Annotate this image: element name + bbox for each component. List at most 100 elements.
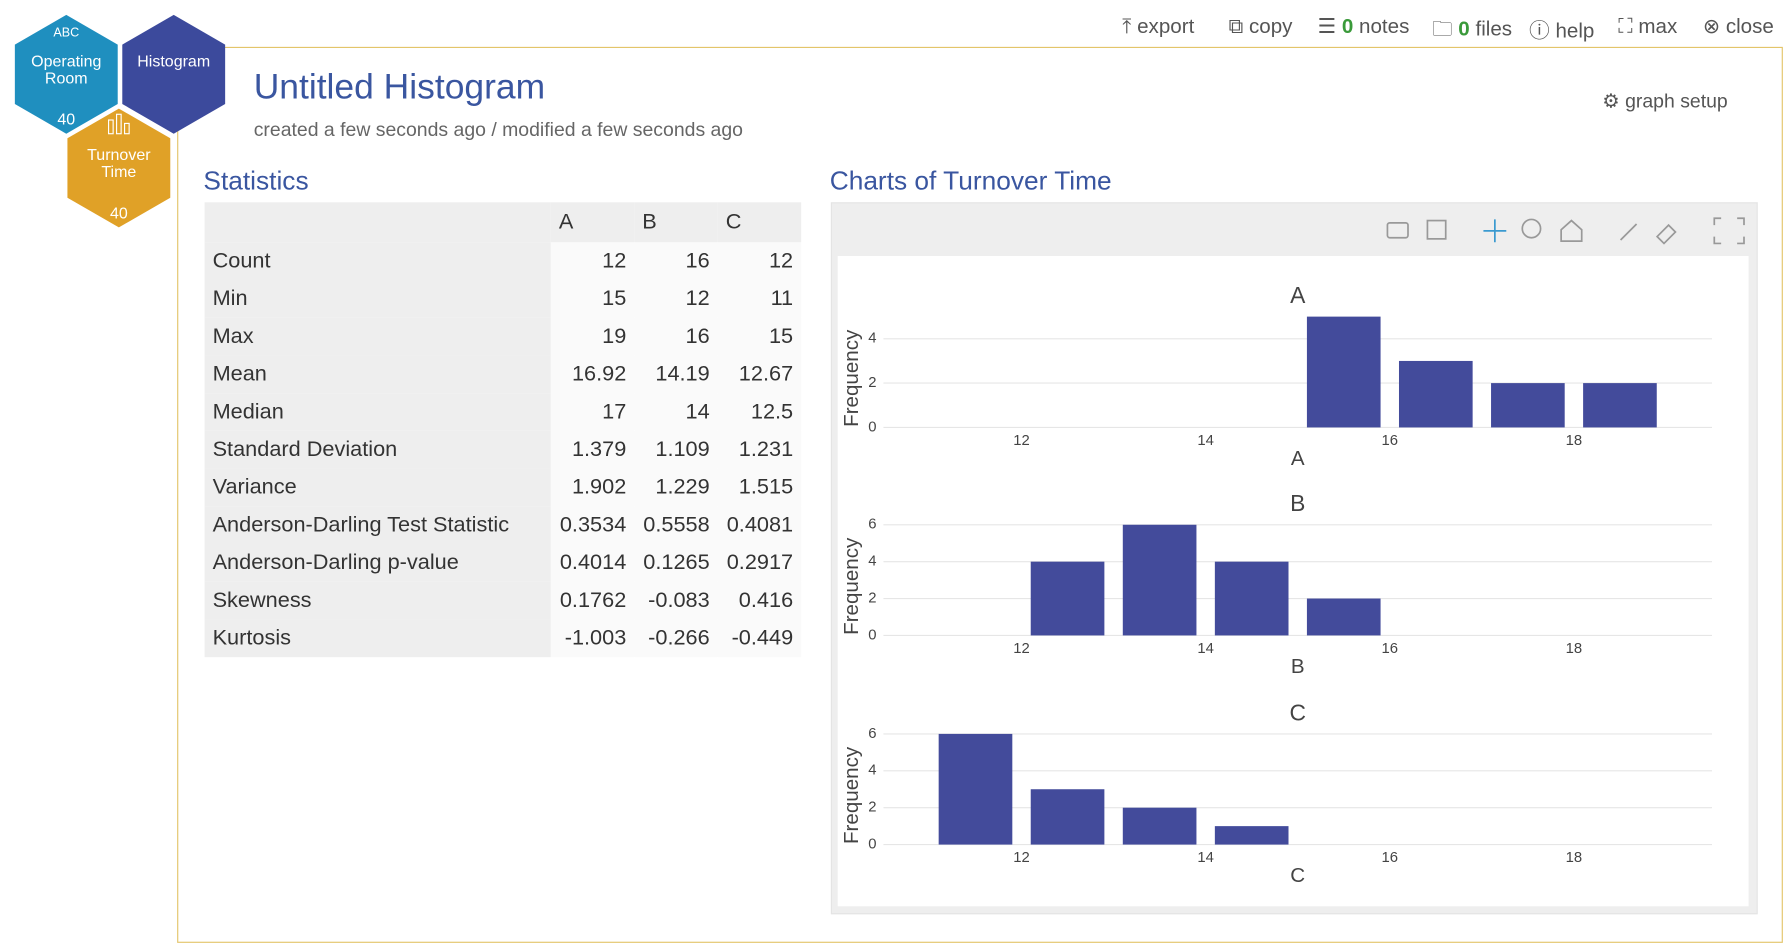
statistics-table: A B C Count 12 16 12 Min 15 12 11 Max 19 16 15 Mean 16.9… — [204, 202, 802, 658]
x-tick-label: 14 — [1197, 433, 1214, 449]
histogram-bar — [1398, 360, 1473, 428]
x-tick-label: 18 — [1566, 641, 1583, 657]
files-count: 0 — [1458, 17, 1470, 40]
y-tick-label: 0 — [868, 836, 876, 852]
cell-value: -0.083 — [634, 581, 718, 620]
zoom-icon[interactable] — [1521, 218, 1542, 239]
histogram-bar — [1306, 316, 1381, 428]
x-axis-label: A — [1291, 447, 1305, 470]
cell-value: 0.5558 — [634, 506, 718, 544]
cell-value: 12.5 — [717, 393, 802, 431]
subplot-title: C — [1289, 699, 1306, 725]
draw-icon[interactable] — [1619, 223, 1638, 241]
cell-value: 0.1762 — [550, 581, 635, 620]
export-button[interactable]: ⤒ export — [1122, 14, 1195, 38]
histogram-bar — [1491, 383, 1565, 428]
x-tick-label: 12 — [1013, 850, 1030, 866]
table-row: Mean 16.92 14.19 12.67 — [204, 355, 802, 394]
cell-value: 1.379 — [550, 430, 635, 469]
max-label: max — [1638, 14, 1678, 38]
graph-setup[interactable]: ⚙ graph setup — [1602, 90, 1728, 112]
erase-icon[interactable] — [1655, 223, 1677, 245]
cell-value: 0.4014 — [550, 543, 635, 582]
row-label: Variance — [204, 468, 551, 507]
y-tick-label: 2 — [868, 375, 876, 391]
cell-value: 1.515 — [717, 468, 802, 507]
column-header: B — [634, 202, 718, 243]
histogram-bar — [1306, 598, 1381, 636]
cell-value: -0.449 — [717, 619, 802, 658]
main-panel — [177, 46, 1783, 943]
table-row: Min 15 12 11 — [204, 279, 802, 318]
help-label: help — [1555, 19, 1595, 43]
hex-histogram[interactable] — [122, 14, 226, 134]
modebar — [1386, 217, 1745, 245]
files-button[interactable]: 🗀 0 files — [1431, 17, 1513, 40]
chart-icon — [123, 122, 130, 135]
y-tick-label: 0 — [868, 419, 876, 435]
row-label: Kurtosis — [204, 619, 551, 658]
section-title: Charts of Turnover Time — [829, 165, 1112, 196]
hex-turnover-time[interactable] — [67, 108, 171, 228]
x-axis-label: C — [1290, 864, 1305, 887]
cell-value: 14.19 — [634, 355, 718, 394]
subplot-title: B — [1290, 490, 1305, 516]
x-tick-label: 12 — [1013, 433, 1030, 449]
table-row: Anderson-Darling Test Statistic 0.3534 0.5… — [204, 506, 802, 544]
files-label: files — [1475, 17, 1513, 40]
row-label: Anderson-Darling Test Statistic — [204, 506, 551, 544]
table-row: Skewness 0.1762 -0.083 0.416 — [204, 581, 802, 620]
chart: A 0 2 4 12 14 16 18 A Frequency B 0 2 4 6 12 14 16 18 B Freq… — [840, 217, 1745, 887]
cell-value: 1.902 — [550, 468, 635, 507]
cell-value: 15 — [550, 279, 635, 318]
cell-value: 0.1265 — [634, 543, 718, 582]
add-icon[interactable] — [1426, 219, 1447, 240]
hex-count: 40 — [57, 109, 76, 128]
help-button[interactable]: ⓘ help — [1529, 19, 1595, 43]
pan-icon[interactable] — [1483, 219, 1507, 243]
y-axis-label: Frequency — [840, 329, 863, 427]
histogram-bar — [1122, 524, 1197, 636]
hex-count: 40 — [109, 203, 128, 222]
table-row: Count 12 16 12 — [204, 242, 802, 280]
notes-label: notes — [1359, 14, 1410, 38]
y-tick-label: 2 — [868, 590, 876, 606]
hex-operating-room[interactable] — [14, 14, 118, 134]
x-tick-label: 18 — [1566, 850, 1583, 866]
row-label: Skewness — [204, 581, 551, 620]
x-tick-label: 16 — [1382, 641, 1399, 657]
y-tick-label: 4 — [868, 331, 876, 347]
cell-value: 12 — [550, 242, 635, 280]
cell-value: 0.4081 — [717, 506, 802, 544]
y-tick-label: 6 — [868, 726, 876, 742]
table-row: Anderson-Darling p-value 0.4014 0.1265 0.29… — [204, 543, 802, 582]
cell-value: 16.92 — [550, 355, 635, 394]
fullscreen-icon[interactable] — [1713, 217, 1745, 245]
camera-icon[interactable] — [1386, 221, 1409, 239]
y-tick-label: 6 — [868, 517, 876, 533]
hex-nav — [14, 14, 226, 228]
cell-value: 14 — [634, 393, 718, 431]
histogram-bar — [1214, 561, 1289, 636]
subplot-title: A — [1290, 282, 1306, 308]
export-label: export — [1137, 14, 1195, 38]
notes-button[interactable]: ☰ 0 notes — [1317, 14, 1410, 38]
y-tick-label: 2 — [868, 800, 876, 816]
cell-value: 15 — [717, 317, 802, 356]
row-label: Max — [204, 317, 551, 356]
row-label: Min — [204, 279, 551, 318]
row-label: Mean — [204, 355, 551, 394]
table-row: Kurtosis -1.003 -0.266 -0.449 — [204, 619, 802, 658]
hex-label: Operating Room — [31, 51, 102, 87]
section-title: Statistics — [203, 165, 309, 196]
y-tick-label: 4 — [868, 554, 876, 570]
copy-button[interactable]: ⧉ copy — [1228, 14, 1293, 38]
table-row: Median 17 14 12.5 — [204, 393, 802, 431]
cell-value: 0.2917 — [717, 543, 802, 582]
home-icon[interactable] — [1560, 219, 1583, 242]
close-button[interactable]: ⊗ close — [1702, 14, 1774, 38]
cell-value: 16 — [634, 242, 718, 280]
max-button[interactable]: ⛶ max — [1618, 14, 1678, 38]
